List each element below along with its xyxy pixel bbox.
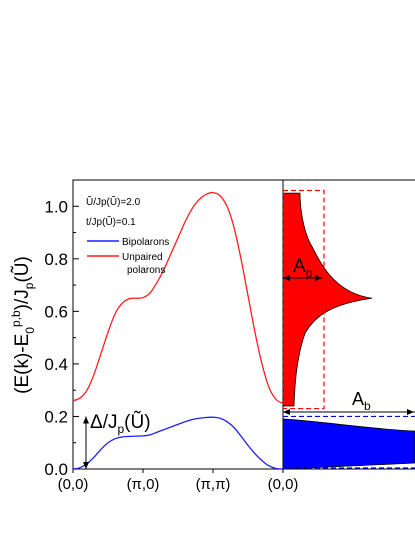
y-axis-label: (E(k)-E0p,b)/Jp(Ũ) xyxy=(9,256,37,394)
y-tick-label: 0.0 xyxy=(44,460,68,479)
polaron-dos-shape xyxy=(283,192,373,407)
ab-arrow xyxy=(283,409,415,415)
legend: Bipolarons Unpaired polarons xyxy=(87,237,169,276)
param-t: t/Jp(Ũ)=0.1 xyxy=(86,215,136,228)
y-ticks: 0.0 0.2 0.4 0.6 0.8 1.0 xyxy=(44,179,79,479)
ap-arrow xyxy=(283,275,322,281)
gap-arrow xyxy=(83,416,89,469)
polaron-dashed-box xyxy=(283,189,325,410)
y-tick-label: 0.6 xyxy=(44,302,68,321)
y-tick-label: 0.4 xyxy=(44,355,68,374)
gap-label: Δ/Jp(Ũ) xyxy=(90,411,151,436)
legend-label-unpaired-1: Unpaired xyxy=(122,252,163,263)
param-u: Ũ/Jp(Ũ)=2.0 xyxy=(86,195,141,208)
x-tick-label: (0,0) xyxy=(268,476,299,493)
x-tick-label: (0,0) xyxy=(58,476,89,493)
series-line-unpaired-polarons xyxy=(73,191,283,404)
bipolaron-dos-shape xyxy=(283,418,415,469)
legend-label-unpaired-2: polarons xyxy=(127,265,165,276)
x-tick-label: (π,0) xyxy=(127,476,160,493)
y-tick-label: 0.8 xyxy=(44,250,68,269)
ab-label: Ab xyxy=(352,389,371,413)
x-tick-label: (π,π) xyxy=(196,476,231,493)
y-tick-label: 0.2 xyxy=(44,407,68,426)
legend-label-bipolarons: Bipolarons xyxy=(122,237,169,248)
y-tick-label: 1.0 xyxy=(44,197,68,216)
series-line-bipolarons xyxy=(73,416,283,469)
svg-text:(E(k)-E0p,b)/Jp(Ũ): (E(k)-E0p,b)/Jp(Ũ) xyxy=(9,256,37,394)
x-ticks: (0,0) (π,0) (π,π) (0,0) xyxy=(58,469,299,493)
